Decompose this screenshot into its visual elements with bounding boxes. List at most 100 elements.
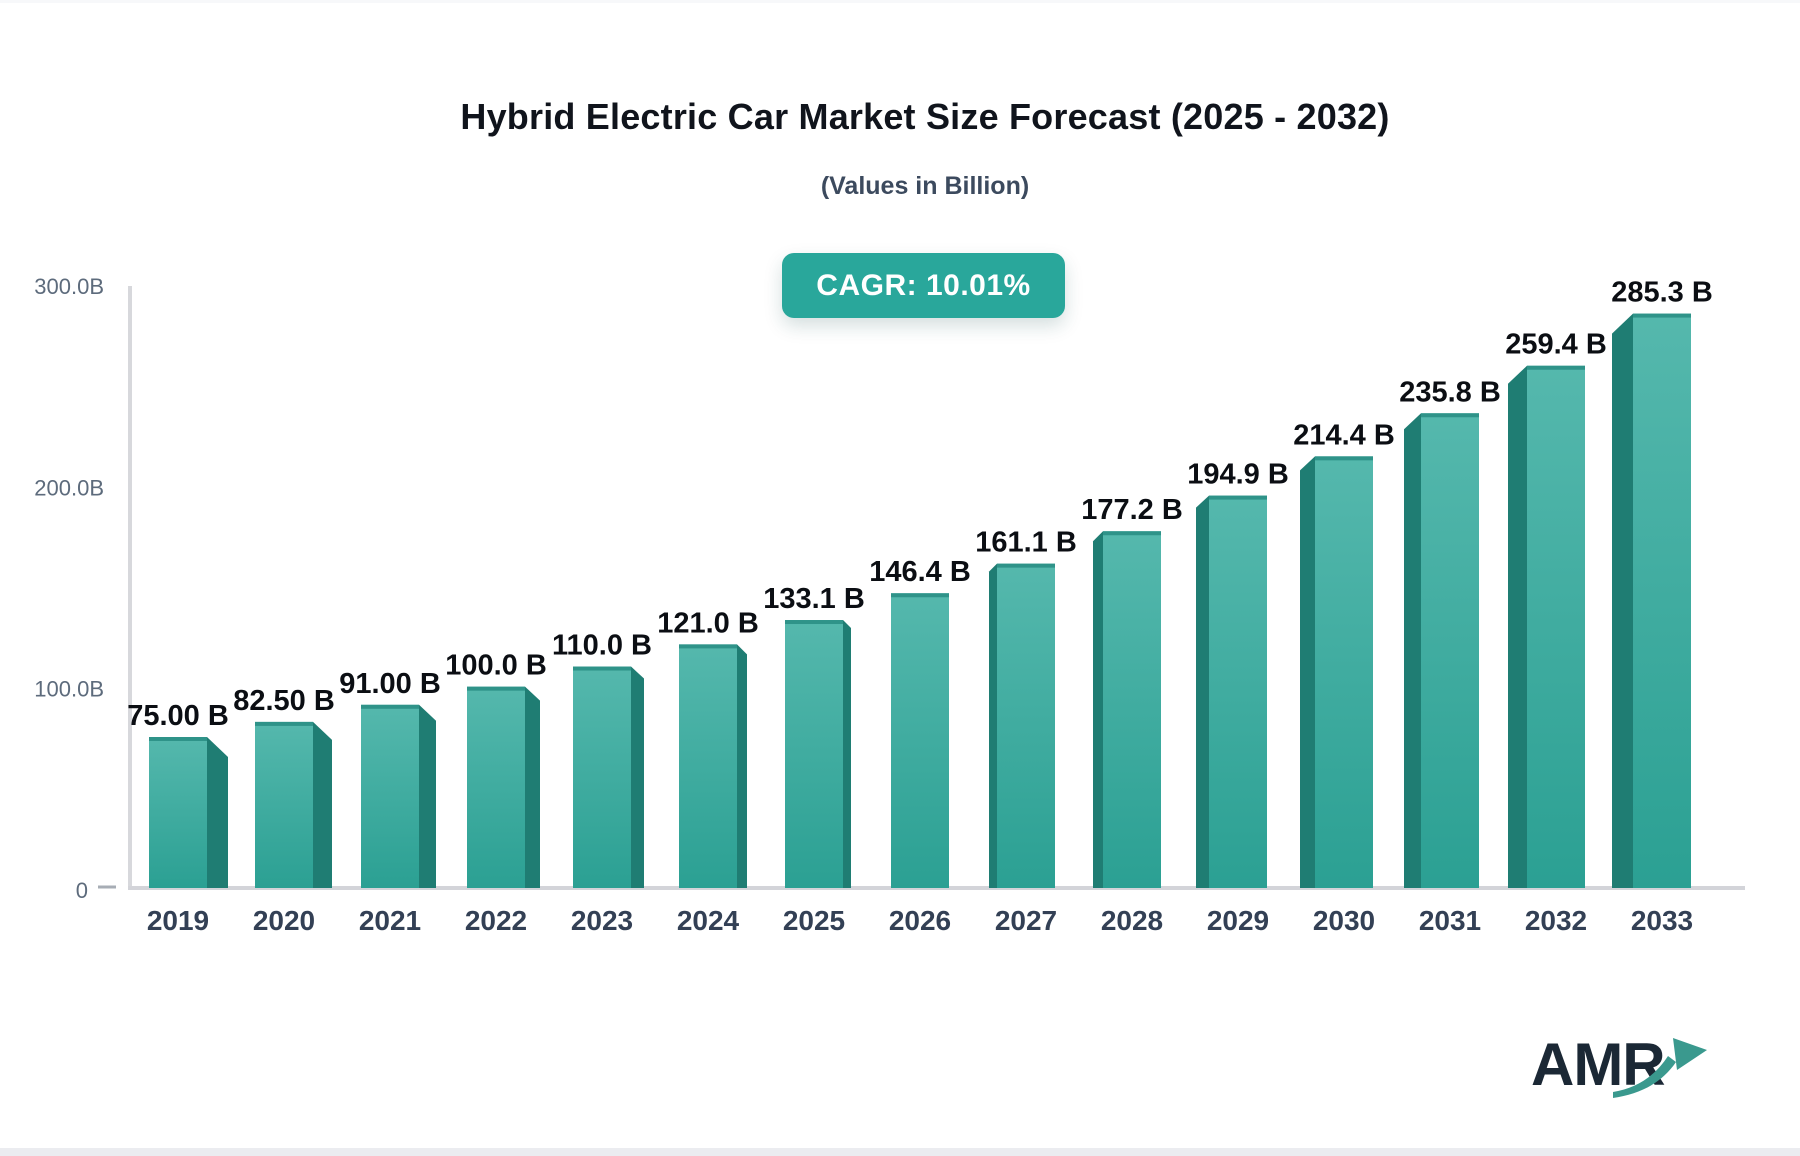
bar-value-label: 235.8 B [1399, 376, 1501, 408]
bar-side-face [1404, 413, 1421, 888]
bar-group: 146.4 B [869, 556, 971, 888]
bar-group: 133.1 B [763, 583, 865, 888]
bar-top-edge [255, 721, 313, 726]
bar-side-face [843, 620, 851, 888]
bar-group: 110.0 B [552, 630, 652, 888]
bar-top-edge [361, 704, 419, 709]
bar-value-label: 110.0 B [552, 630, 652, 662]
x-axis-label: 2020 [253, 905, 315, 936]
bar-front-face [891, 593, 949, 888]
y-axis-label: 0 [76, 878, 88, 903]
y-axis-label: 200.0B [34, 475, 104, 500]
x-axis-label: 2027 [995, 905, 1057, 936]
x-axis-label: 2023 [571, 905, 633, 936]
x-axis-label: 2033 [1631, 905, 1693, 936]
bar-group: 75.00 B [127, 700, 229, 888]
x-axis-label: 2031 [1419, 905, 1481, 936]
bar-group: 214.4 B [1293, 419, 1395, 888]
bar-front-face [573, 666, 631, 888]
x-axis-label: 2021 [359, 905, 421, 936]
bar-front-face [1633, 313, 1691, 888]
cagr-badge-label: CAGR: 10.01% [816, 268, 1031, 302]
x-axis-label: 2025 [783, 905, 845, 936]
bar-top-edge [891, 593, 949, 598]
bar-side-face [419, 704, 436, 888]
bar-value-label: 82.50 B [233, 685, 335, 717]
bar-front-face [1315, 456, 1373, 888]
bar-front-face [997, 563, 1055, 888]
bar-side-face [525, 686, 540, 888]
bar-value-label: 285.3 B [1611, 277, 1713, 309]
bar-front-face [679, 644, 737, 888]
bar-value-label: 121.0 B [657, 607, 759, 639]
bar-side-face [1508, 365, 1527, 888]
bar-side-face [207, 737, 228, 888]
x-axis-label: 2024 [677, 905, 740, 936]
bar-side-face [1612, 313, 1633, 888]
bar-group: 121.0 B [657, 607, 759, 888]
x-axis-label: 2019 [147, 905, 209, 936]
bar-side-face [1093, 531, 1103, 888]
bar-side-face [1300, 456, 1315, 888]
bar-value-label: 91.00 B [339, 668, 441, 700]
bar-group: 100.0 B [445, 650, 547, 888]
y-axis-label: 300.0B [34, 274, 104, 299]
top-edge-strip [0, 0, 1800, 3]
bar-group: 91.00 B [339, 668, 441, 888]
bar-front-face [785, 620, 843, 888]
bar-side-face [631, 666, 644, 888]
bar-value-label: 214.4 B [1293, 419, 1395, 451]
bar-group: 177.2 B [1081, 494, 1183, 888]
bar-value-label: 177.2 B [1081, 494, 1183, 526]
bar-top-edge [1103, 531, 1161, 536]
bar-value-label: 259.4 B [1505, 329, 1607, 361]
bar-top-edge [679, 644, 737, 649]
bar-group: 259.4 B [1505, 329, 1607, 888]
bar-front-face [255, 721, 313, 888]
bar-side-face [737, 644, 747, 888]
bar-value-label: 194.9 B [1187, 459, 1289, 491]
bar-value-label: 75.00 B [127, 700, 229, 732]
bar-front-face [149, 737, 207, 888]
bar-top-edge [1527, 365, 1585, 370]
bar-front-face [1209, 495, 1267, 888]
bar-value-label: 161.1 B [975, 527, 1077, 559]
bar-value-label: 100.0 B [445, 650, 547, 682]
y-axis-label: 100.0B [34, 677, 104, 702]
bar-side-face [1196, 495, 1209, 888]
bar-front-face [467, 686, 525, 888]
cagr-badge: CAGR: 10.01% [782, 253, 1065, 318]
bar-group: 285.3 B [1611, 277, 1713, 888]
x-axis-label: 2030 [1313, 905, 1375, 936]
bar-top-edge [573, 666, 631, 671]
bar-top-edge [149, 737, 207, 741]
bar-group: 161.1 B [975, 527, 1077, 888]
bar-group: 235.8 B [1399, 376, 1501, 888]
bar-front-face [361, 704, 419, 888]
bar-top-edge [1421, 413, 1479, 418]
x-axis-label: 2032 [1525, 905, 1587, 936]
growth-arrow-icon [1613, 1038, 1707, 1098]
bar-value-label: 146.4 B [869, 556, 971, 588]
x-axis-label: 2022 [465, 905, 527, 936]
x-axis-label: 2026 [889, 905, 951, 936]
bar-top-edge [467, 686, 525, 691]
bar-top-edge [997, 563, 1055, 568]
bar-group: 194.9 B [1187, 459, 1289, 888]
bar-value-label: 133.1 B [763, 583, 865, 615]
bar-top-edge [1315, 456, 1373, 461]
bar-side-face [313, 721, 332, 888]
bar-front-face [1527, 365, 1585, 888]
bottom-edge-strip [0, 1148, 1800, 1156]
bar-group: 82.50 B [233, 685, 335, 888]
page-title: Hybrid Electric Car Market Size Forecast… [460, 96, 1390, 137]
bar-side-face [989, 563, 997, 888]
bar-top-edge [1209, 495, 1267, 500]
x-axis-label: 2028 [1101, 905, 1163, 936]
bar-front-face [1103, 531, 1161, 888]
amr-logo: AMR [1531, 1030, 1761, 1120]
page-subtitle: (Values in Billion) [820, 172, 1030, 200]
bar-front-face [1421, 413, 1479, 888]
